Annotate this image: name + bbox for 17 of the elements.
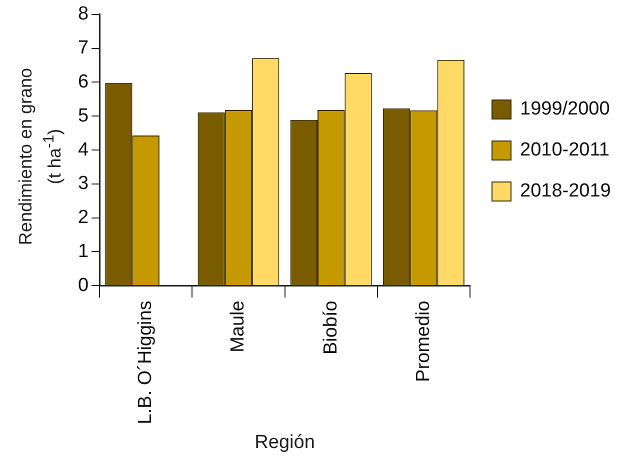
y-tick-label: 0 <box>78 274 89 296</box>
x-axis-title: Región <box>254 432 315 453</box>
y-tick-label: 7 <box>78 38 89 59</box>
y-tick-label: 6 <box>78 71 89 92</box>
legend-label: 2010-2011 <box>520 139 610 160</box>
x-tick-label: L.B. O´Higgins <box>135 300 156 424</box>
y-tick-label: 3 <box>78 173 89 194</box>
x-tick-label: Biobío <box>320 300 342 355</box>
legend-label: 1999/2000 <box>520 98 610 120</box>
y-tick-label: 4 <box>78 139 89 160</box>
y-tick-label: 1 <box>78 240 89 262</box>
y-tick-label: 2 <box>78 207 89 228</box>
x-tick-label: Promedio <box>412 300 434 382</box>
legend-label: 2018-2019 <box>520 180 611 202</box>
y-tick-label: 8 <box>78 4 89 25</box>
x-tick-label: Maule <box>228 300 249 352</box>
y-tick-label: 5 <box>78 105 89 126</box>
